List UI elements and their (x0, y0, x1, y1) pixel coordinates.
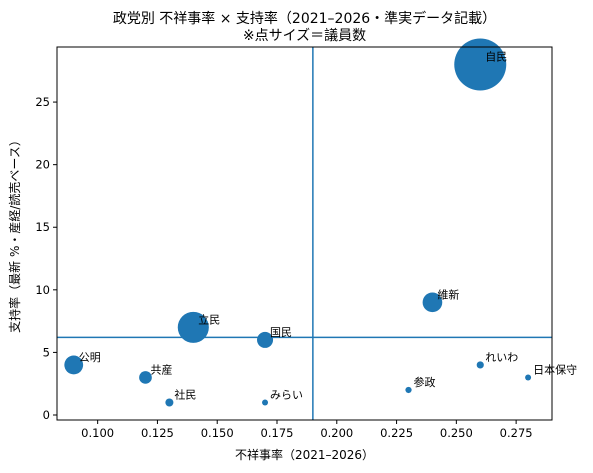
x-tick-label: 0.100 (81, 426, 114, 440)
x-tick-label: 0.125 (141, 426, 174, 440)
chart-title: 政党別 不祥事率 × 支持率（2021–2026・準実データ記載） (113, 10, 496, 27)
x-tick-label: 0.225 (380, 426, 413, 440)
reference-lines (57, 47, 552, 420)
data-point (525, 374, 532, 381)
y-tick-label: 25 (35, 95, 50, 109)
y-tick-label: 20 (35, 158, 50, 172)
x-tick-label: 0.275 (500, 426, 533, 440)
y-tick-label: 5 (43, 345, 50, 359)
point-label: 公明 (79, 351, 101, 364)
point-label: 社民 (174, 387, 196, 401)
y-axis-label: 支持率（最新 %・産経/読売ベース） (7, 134, 22, 333)
x-tick-label: 0.150 (201, 426, 234, 440)
data-point (64, 355, 84, 375)
chart-subtitle: ※点サイズ＝議員数 (243, 27, 366, 44)
axis-ticks: 0.100 0.125 0.150 0.175 0.200 0.225 0.250 0.275… (35, 95, 532, 440)
x-tick-label: 0.200 (320, 426, 353, 440)
point-label: 参政 (414, 375, 436, 389)
point-label: みらい (270, 388, 303, 401)
point-label: 日本保守 (533, 362, 577, 376)
data-point (139, 371, 152, 384)
data-point (454, 38, 507, 91)
point-label: 国民 (270, 326, 292, 339)
x-axis-label: 不祥事率（2021–2026） (235, 447, 374, 462)
y-tick-label: 15 (35, 220, 50, 234)
data-point (405, 386, 412, 394)
point-label: 立民 (198, 312, 220, 326)
data-point (476, 361, 484, 369)
point-label: 自民 (485, 51, 507, 64)
data-points (64, 38, 532, 407)
point-label: れいわ (485, 351, 518, 364)
plot-frame (56, 46, 553, 421)
data-point (177, 311, 209, 343)
data-point (262, 399, 269, 406)
y-tick-label: 10 (35, 283, 50, 297)
x-tick-label: 0.250 (440, 426, 473, 440)
data-point (422, 292, 443, 313)
data-point (257, 331, 274, 348)
point-label: 共産 (150, 363, 172, 376)
y-tick-label: 0 (43, 408, 50, 422)
point-label: 維新 (437, 287, 459, 301)
x-tick-label: 0.175 (261, 426, 294, 440)
data-point (165, 398, 174, 407)
